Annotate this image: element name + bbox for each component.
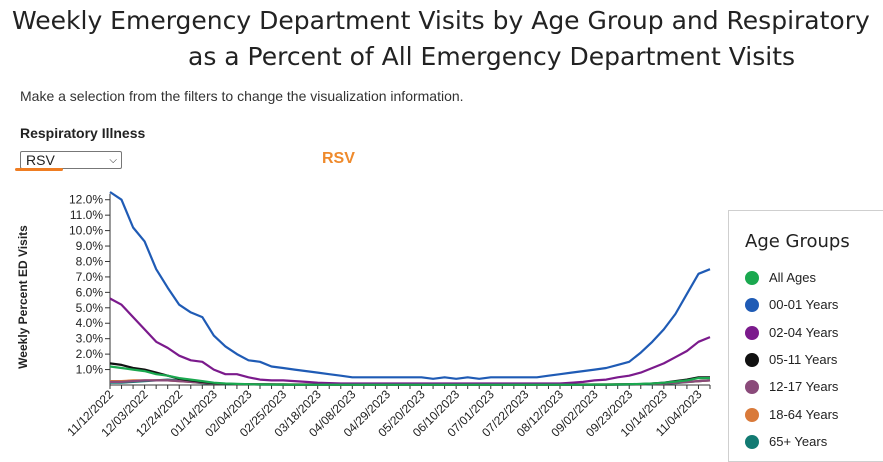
chart-title-line-1: Weekly Emergency Department Visits by Ag… bbox=[12, 6, 870, 35]
legend-marker bbox=[745, 380, 759, 395]
legend-marker bbox=[745, 407, 759, 422]
y-tick-label: 12.0% bbox=[69, 193, 103, 207]
y-tick-label: 2.0% bbox=[76, 347, 104, 361]
legend-marker bbox=[745, 434, 759, 449]
y-tick-label: 8.0% bbox=[76, 254, 104, 268]
legend-label: 12-17 Years bbox=[769, 379, 839, 395]
selected-illness-heading: RSV bbox=[322, 150, 355, 167]
legend-label: 18-64 Years bbox=[769, 406, 839, 422]
y-tick-label: 4.0% bbox=[76, 316, 104, 330]
y-tick-label: 5.0% bbox=[76, 301, 104, 315]
filter-instructions: Make a selection from the filters to cha… bbox=[20, 88, 464, 104]
series-line-all-ages bbox=[109, 365, 710, 386]
y-axis-label: Weekly Percent ED Visits bbox=[16, 225, 30, 369]
series-line-00-01-years bbox=[109, 191, 711, 380]
y-tick-label: 3.0% bbox=[76, 332, 104, 346]
age-groups-legend: Age Groups All Ages 00-01 Years 02-04 Year… bbox=[728, 210, 883, 462]
chevron-down-icon: ⌵ bbox=[109, 155, 117, 166]
y-tick-label: 1.0% bbox=[76, 363, 104, 377]
respiratory-illness-label: Respiratory Illness bbox=[20, 125, 146, 141]
select-value: RSV bbox=[26, 152, 55, 168]
select-underline-accent bbox=[15, 168, 63, 171]
legend-marker bbox=[745, 271, 759, 285]
legend-marker bbox=[745, 352, 759, 367]
y-tick-label: 7.0% bbox=[76, 270, 104, 284]
y-tick-label: 6.0% bbox=[76, 285, 104, 299]
y-tick-label: 11.0% bbox=[70, 208, 103, 222]
respiratory-illness-select[interactable]: RSV ⌵ bbox=[20, 151, 122, 169]
legend-label: 05-11 Years bbox=[769, 351, 838, 367]
legend-marker bbox=[745, 325, 759, 340]
line-chart: 1.0% 2.0%3.0% 4.0%5.0% 6.0%7.0% 8.0%9.0%10.0… bbox=[16, 191, 711, 440]
series-line-02-04-years bbox=[109, 297, 711, 385]
y-tick-label: 9.0% bbox=[76, 239, 104, 253]
legend-title: Age Groups bbox=[745, 231, 850, 252]
legend-label: 65+ Years bbox=[769, 433, 828, 449]
legend-marker bbox=[745, 298, 759, 313]
y-tick-label: 10.0% bbox=[69, 224, 103, 238]
legend-label: 02-04 Years bbox=[769, 324, 839, 340]
chart-title-line-2: as a Percent of All Emergency Department… bbox=[188, 42, 796, 71]
legend-label: All Ages bbox=[769, 270, 816, 285]
legend-label: 00-01 Years bbox=[769, 297, 839, 313]
